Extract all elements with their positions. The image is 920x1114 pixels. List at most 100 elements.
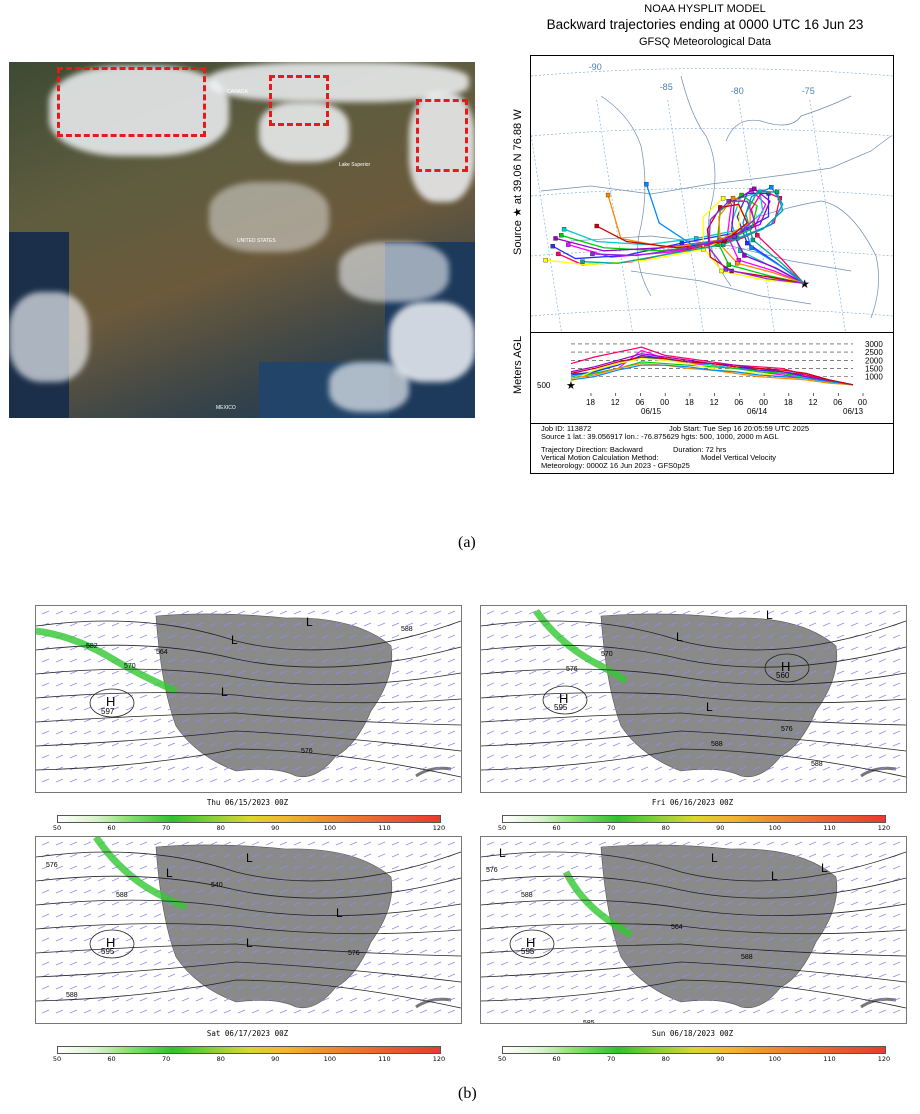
wind-barb bbox=[780, 973, 789, 978]
wind-barb bbox=[167, 973, 176, 978]
wind-barb bbox=[822, 877, 831, 882]
wind-barb bbox=[237, 694, 246, 699]
wind-barb bbox=[237, 766, 246, 771]
wind-barb bbox=[237, 925, 246, 930]
wind-barb bbox=[69, 658, 78, 663]
wind-barb bbox=[486, 634, 495, 639]
wind-barb bbox=[752, 622, 761, 627]
wind-barb bbox=[265, 730, 274, 735]
wind-barb bbox=[69, 754, 78, 759]
wind-barb bbox=[486, 937, 495, 942]
info-duration: Duration: 72 hrs bbox=[673, 445, 727, 454]
wind-barb bbox=[335, 634, 344, 639]
wind-barb bbox=[738, 730, 747, 735]
wind-barb bbox=[377, 754, 386, 759]
low-pressure-label: L bbox=[246, 936, 253, 950]
wind-barb bbox=[752, 730, 761, 735]
wind-barb bbox=[433, 937, 442, 942]
wind-barb bbox=[892, 961, 901, 966]
wind-barb bbox=[584, 889, 593, 894]
wind-barb bbox=[349, 925, 358, 930]
wind-barb bbox=[710, 706, 719, 711]
colorbar-tick-label: 60 bbox=[107, 824, 116, 832]
wind-barb bbox=[335, 997, 344, 1002]
wind-barb bbox=[892, 889, 901, 894]
wind-barb bbox=[265, 985, 274, 990]
low-pressure-label: L bbox=[231, 633, 238, 647]
wind-barb bbox=[570, 985, 579, 990]
wind-barb bbox=[139, 901, 148, 906]
wind-barb bbox=[195, 766, 204, 771]
smoke-highlight-box bbox=[57, 67, 206, 137]
wind-barb bbox=[251, 694, 260, 699]
cloud-area bbox=[339, 242, 449, 302]
wind-barb bbox=[223, 622, 232, 627]
wind-barb bbox=[808, 877, 817, 882]
wind-barb bbox=[223, 841, 232, 846]
wind-barb bbox=[528, 913, 537, 918]
wind-barb bbox=[822, 949, 831, 954]
wind-barb bbox=[528, 694, 537, 699]
wind-barb bbox=[500, 865, 509, 870]
wind-barb bbox=[125, 901, 134, 906]
wind-barb bbox=[111, 889, 120, 894]
wind-barb bbox=[349, 730, 358, 735]
wind-barb bbox=[321, 622, 330, 627]
trajectory-marker bbox=[590, 251, 595, 257]
wind-barb bbox=[419, 646, 428, 651]
wind-barb bbox=[181, 742, 190, 747]
wind-barb bbox=[209, 658, 218, 663]
wind-barb bbox=[878, 622, 887, 627]
wind-barb bbox=[892, 658, 901, 663]
trajectory-line bbox=[561, 194, 805, 285]
wind-barb bbox=[626, 889, 635, 894]
wind-barb bbox=[528, 985, 537, 990]
wind-barb bbox=[223, 925, 232, 930]
wind-barb bbox=[335, 925, 344, 930]
wind-barb bbox=[279, 766, 288, 771]
wind-barb bbox=[822, 658, 831, 663]
wind-barb bbox=[69, 646, 78, 651]
wind-barb bbox=[293, 706, 302, 711]
wind-barb bbox=[724, 766, 733, 771]
wind-barb bbox=[349, 997, 358, 1002]
wind-barb bbox=[794, 658, 803, 663]
wind-barb bbox=[377, 997, 386, 1002]
wind-barb bbox=[251, 646, 260, 651]
colorbar-tick-label: 50 bbox=[52, 1055, 62, 1063]
wind-barb bbox=[780, 658, 789, 663]
wind-barb bbox=[223, 610, 232, 615]
wind-barb bbox=[836, 646, 845, 651]
wind-barb bbox=[97, 754, 106, 759]
wind-barb bbox=[139, 913, 148, 918]
wind-barb bbox=[584, 865, 593, 870]
wind-barb bbox=[598, 985, 607, 990]
wind-barb bbox=[209, 997, 218, 1002]
wind-barb bbox=[892, 877, 901, 882]
wind-barb bbox=[111, 1009, 120, 1014]
trajectory-marker bbox=[755, 233, 760, 238]
wind-barb bbox=[864, 646, 873, 651]
source-star-icon: ★ bbox=[799, 277, 810, 291]
trajectory-marker bbox=[719, 268, 724, 274]
wind-barb bbox=[612, 889, 621, 894]
wind-barb bbox=[167, 718, 176, 723]
wind-barb bbox=[433, 730, 442, 735]
wind-barb bbox=[363, 997, 372, 1002]
wind-barb bbox=[181, 913, 190, 918]
wind-barb bbox=[738, 1009, 747, 1014]
wind-barb bbox=[514, 706, 523, 711]
wind-barb bbox=[279, 718, 288, 723]
wind-barb bbox=[822, 841, 831, 846]
wind-barb bbox=[209, 634, 218, 639]
wind-barb bbox=[486, 658, 495, 663]
wind-barb bbox=[864, 937, 873, 942]
wind-barb bbox=[251, 730, 260, 735]
wind-barb bbox=[668, 766, 677, 771]
wind-barb bbox=[766, 658, 775, 663]
wind-barb bbox=[752, 961, 761, 966]
wind-barb bbox=[612, 766, 621, 771]
wind-barb bbox=[654, 949, 663, 954]
contour-value-label: 588 bbox=[741, 954, 753, 961]
wind-barb bbox=[237, 706, 246, 711]
